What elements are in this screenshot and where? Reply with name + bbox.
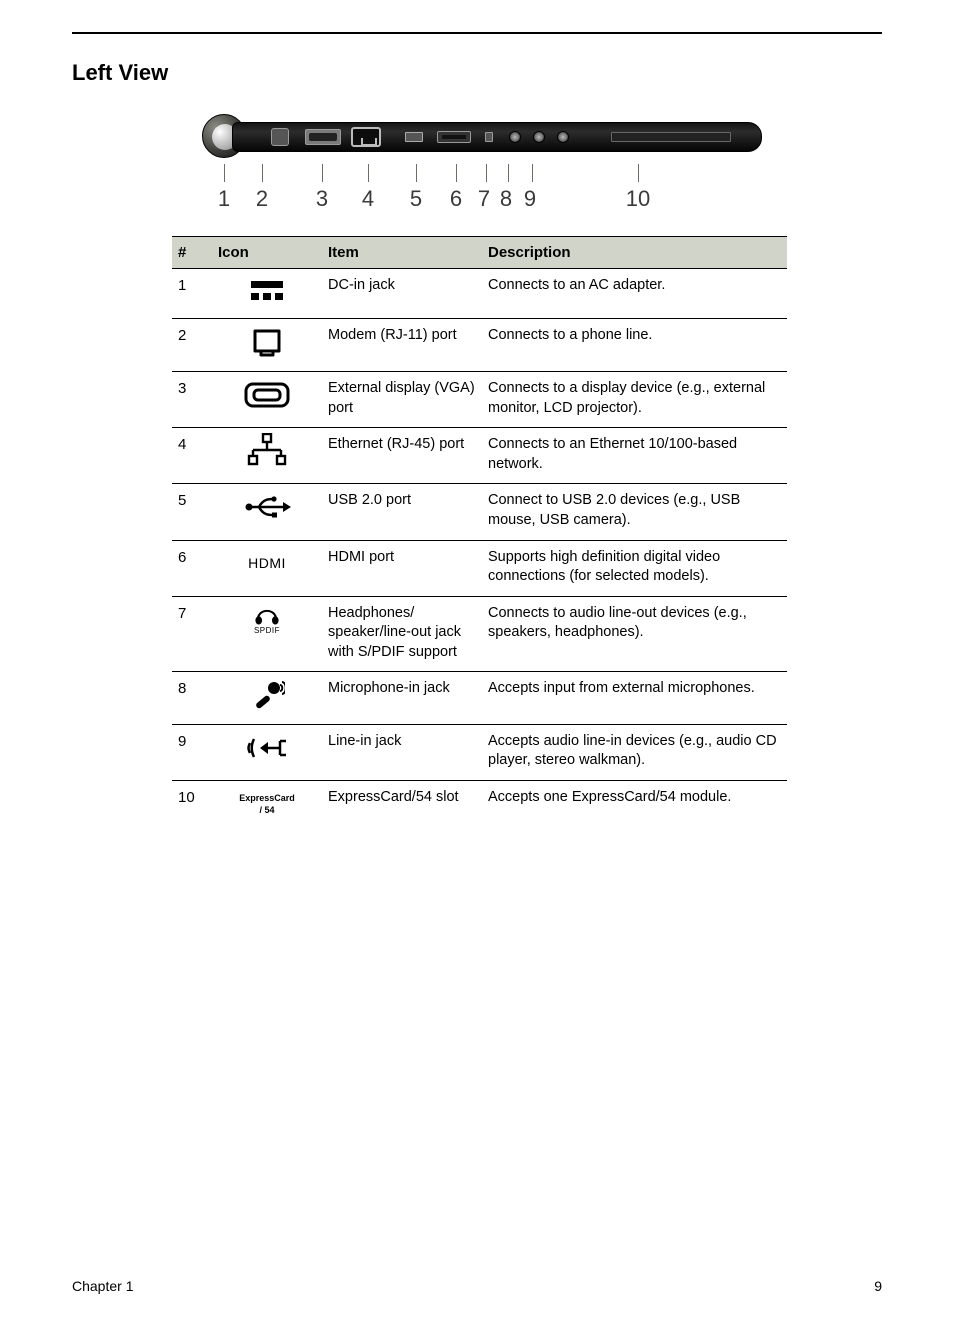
row-desc: Connects to audio line-out devices (e.g.… [482,596,787,672]
row-item: Microphone-in jack [322,672,482,725]
spdif-label: SPDIF [254,626,280,637]
vga-port-shape [305,129,341,145]
usb-icon [212,484,322,540]
microphone-icon [212,672,322,725]
dc-in-port-shape [271,128,289,146]
row-num: 9 [172,724,212,780]
table-header-row: # Icon Item Description [172,237,787,269]
row-num: 1 [172,269,212,319]
expresscard-icon: ExpressCard / 54 [212,781,322,828]
th-item: Item [322,237,482,269]
table-row: 8 Microphone-in jack Accepts input from … [172,672,787,725]
row-desc: Accepts one ExpressCard/54 module. [482,781,787,828]
callout-5: 5 [410,186,422,212]
row-num: 8 [172,672,212,725]
vga-icon [212,372,322,428]
left-view-illustration: 1 2 3 4 5 6 7 8 9 10 [172,114,792,230]
callout-3: 3 [316,186,328,212]
table-row: 10 ExpressCard / 54 ExpressCard/54 slot … [172,781,787,828]
th-num: # [172,237,212,269]
table-row: 1 DC-in jack Connects to an AC adapter. [172,269,787,319]
ports-table: # Icon Item Description 1 [172,236,787,827]
row-desc: Accepts audio line-in devices (e.g., aud… [482,724,787,780]
top-horizontal-rule [72,32,882,34]
callout-numbers: 1 2 3 4 5 6 7 8 9 10 [202,170,762,230]
hdmi-port-shape [437,131,471,143]
laptop-side-body [232,122,762,152]
callout-1: 1 [218,186,230,212]
callout-6: 6 [450,186,462,212]
laptop-side-drawing [202,114,762,170]
row-item: Modem (RJ-11) port [322,318,482,372]
callout-7: 7 [478,186,490,212]
row-item: HDMI port [322,540,482,596]
callout-8: 8 [500,186,512,212]
expresscard-label: ExpressCard / 54 [237,792,297,816]
row-desc: Supports high definition digital video c… [482,540,787,596]
th-icon: Icon [212,237,322,269]
hdmi-label: HDMI [248,554,286,573]
th-desc: Description [482,237,787,269]
row-item: External display (VGA) port [322,372,482,428]
page-footer: Chapter 1 9 [72,1278,882,1294]
ethernet-port-shape [351,127,381,147]
row-num: 2 [172,318,212,372]
dc-in-icon [212,269,322,319]
row-item: DC-in jack [322,269,482,319]
row-num: 3 [172,372,212,428]
audio-jack-3-shape [557,131,569,143]
row-item: USB 2.0 port [322,484,482,540]
row-desc: Connects to an Ethernet 10/100-based net… [482,428,787,484]
row-desc: Accepts input from external microphones. [482,672,787,725]
small-port-shape [485,132,493,142]
row-num: 10 [172,781,212,828]
row-desc: Connects to an AC adapter. [482,269,787,319]
row-desc: Connect to USB 2.0 devices (e.g., USB mo… [482,484,787,540]
row-num: 4 [172,428,212,484]
table-row: 6 HDMI HDMI port Supports high definitio… [172,540,787,596]
callout-2: 2 [256,186,268,212]
headphones-icon: SPDIF [212,596,322,672]
table-row: 9 Line-in jack [172,724,787,780]
row-num: 7 [172,596,212,672]
footer-page-number: 9 [874,1278,882,1294]
expresscard-slot-shape [611,132,731,142]
row-desc: Connects to a display device (e.g., exte… [482,372,787,428]
footer-chapter: Chapter 1 [72,1278,133,1294]
row-num: 5 [172,484,212,540]
table-row: 7 SPDIF Headphones/ speaker/line-out jac… [172,596,787,672]
audio-jack-1-shape [509,131,521,143]
modem-icon [212,318,322,372]
line-in-icon [212,724,322,780]
audio-jack-2-shape [533,131,545,143]
usb-port-shape [405,132,423,142]
callout-4: 4 [362,186,374,212]
hdmi-icon: HDMI [212,540,322,596]
row-item: Line-in jack [322,724,482,780]
section-title: Left View [72,60,882,86]
callout-9: 9 [524,186,536,212]
table-row: 3 External display (VGA) port Connects t… [172,372,787,428]
ethernet-icon [212,428,322,484]
row-item: ExpressCard/54 slot [322,781,482,828]
table-row: 2 Modem (RJ-11) port Connects to a phone… [172,318,787,372]
row-item: Ethernet (RJ-45) port [322,428,482,484]
row-item: Headphones/ speaker/line-out jack with S… [322,596,482,672]
row-desc: Connects to a phone line. [482,318,787,372]
table-row: 4 Ethernet (RJ-45) po [172,428,787,484]
callout-10: 10 [626,186,650,212]
table-row: 5 USB 2.0 port [172,484,787,540]
row-num: 6 [172,540,212,596]
